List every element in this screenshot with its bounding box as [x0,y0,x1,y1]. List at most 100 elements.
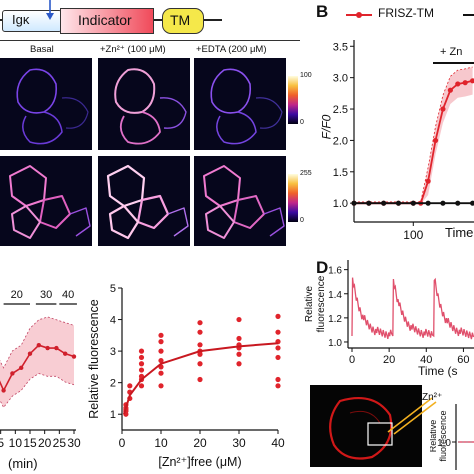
panel-c-right-point [275,376,281,383]
panel-d-ylabel-line1: Relative [304,286,315,323]
panel-c-right-point [158,348,164,354]
panel-c-left-band [0,316,74,408]
panel-b-xlabel: Time [445,225,474,240]
construct-indicator-label: Indicator [78,12,132,28]
construct-tm-label: TM [170,12,191,28]
panel-b-ytick-label: 2.5 [333,104,348,116]
panel-b-frisz-point [455,81,461,87]
construct-tm-box [162,8,204,34]
panel-b-series-2-point [425,200,431,206]
panel-b-frisz-point [447,87,453,93]
panel-d-xtick-label: 60 [457,354,469,366]
panel-b-zinc-bar [433,62,474,64]
micrograph-basal-row2 [0,156,92,246]
panel-c-left-band-lower [0,373,75,409]
panel-b-zinc-annotation: + Zn [440,46,463,58]
panel-d-small-ytick-label: 1.0 [437,438,451,449]
panel-b-series-2-point [366,200,372,206]
panel-c-left-point [45,345,50,351]
panel-c-right-xtick-label: 40 [271,436,285,450]
panel-b-series-2-point [395,200,402,206]
panel-c-left-point [71,354,77,359]
panel-c-right-point [275,329,281,335]
panel-c-right-ytick-label: 5 [110,283,116,295]
colorbar-2-min: 0 [300,217,304,224]
panel-c-right-ytick-label: 1 [110,409,116,421]
micrograph-basal-row1 [0,58,92,150]
panel-b-series-2-point [381,200,387,206]
construct-igk-label: Igκ [12,12,30,27]
panel-c-left-xtick-label: 5 [0,436,4,450]
panel-d-letter: D [316,258,329,277]
panel-d-trace [351,277,474,340]
colorbar-2-max: 255 [300,170,312,177]
micrograph-edta-row2 [194,156,286,246]
panel-c-left-conc-label: 40 [62,289,74,301]
colorbar-2 [288,174,298,222]
panel-b-legend-marker-2-icon [463,14,474,16]
panel-d-xtick-label: 20 [383,354,395,366]
construct-indicator-box [60,8,154,34]
panel-c-right-point [138,354,145,361]
panel-b-ytick-label: 3.0 [333,73,348,85]
panel-c-right-ytick-label: 2 [110,378,116,390]
panel-c-right-point [197,320,203,326]
panel-c-left-point [54,345,59,351]
panel-b-frisz-point [462,80,468,86]
panel-c-left-xlabel: (min) [8,456,38,471]
panel-c-right-ylabel: Relative fluorescence [87,299,101,419]
panel-b-ylabel: F/F0 [319,115,333,140]
panel-c-right-point [158,357,164,364]
panel-c-right-point [138,348,145,354]
panel-c-right-point [197,342,203,348]
panel-b-frisz-point [425,178,431,184]
panel-c-right-ytick-label: 3 [110,346,116,358]
panel-c-left-point [19,365,24,371]
panel-c-left-xtick-label: 25 [53,436,67,450]
colorbar-1-max: 100 [300,72,312,79]
panel-c-right-point [275,383,281,389]
panel-c-right-xlabel: [Zn²⁺]free (μM) [158,455,241,469]
panel-b-ytick-label: 2.0 [333,135,348,147]
panel-b-series-2-point [455,200,461,206]
panel-c-right-point [275,345,281,351]
panel-d-inset-label: Zn²⁺ [422,392,443,403]
panel-b-legend-label: FRISZ-TM [378,6,434,20]
panel-d-xtick-label: 0 [349,354,355,366]
panel-c-right-point [236,351,242,357]
panel-c-left-point [1,388,6,393]
panel-b-ytick-label: 1.0 [333,198,348,210]
panel-c-right-fit-line [122,342,279,415]
micrograph-zinc-row2 [98,156,190,246]
cleavage-arrow-icon [46,0,54,20]
panel-d-ytick-label: 1.4 [328,290,342,301]
panel-c-right-point [236,361,242,367]
panel-d-xlabel: Time (s [418,364,458,378]
panel-d-ytick-label: 1.2 [328,314,342,325]
chart-panel-d: 1.0 1.2 1.4 1.6 0 20 40 60 Relative fluorescence [304,260,474,366]
condition-label-zinc: +Zn²⁺ (100 μM) [100,44,166,55]
panel-c-left-xtick-label: 30 [67,436,81,450]
panel-c-left-point [36,343,41,348]
panel-b-series-2-point [410,200,416,206]
panel-c-right-point [197,361,203,367]
chart-panel-c-right: 1 2 3 4 5 0 10 20 30 40 [Zn²⁺]free (μM) Relative fl… [87,283,285,469]
panel-c-left-conc-label: 30 [40,289,52,301]
panel-d-small-ylabel-line2: fluorescence [438,410,448,461]
panel-d-ytick-label: 1.6 [328,266,342,277]
panel-c-right-point [158,339,164,345]
micrograph-zinc-row1 [98,58,190,150]
panel-d-xtick-label: 40 [420,354,432,366]
panel-b-letter: B [316,2,329,21]
panel-b-series-2-point [440,200,446,206]
panel-c-right-point [158,370,164,376]
colorbar-1-min: 0 [300,119,304,126]
panel-c-right-point [138,367,145,373]
panel-b-series-2-point [469,200,474,206]
panel-b-frisz-point [469,78,474,84]
panel-c-left-point [62,351,68,356]
panel-c-right-point [138,361,145,367]
panel-c-left-conc-label: 20 [11,289,23,301]
panel-c-left-point [10,371,15,376]
